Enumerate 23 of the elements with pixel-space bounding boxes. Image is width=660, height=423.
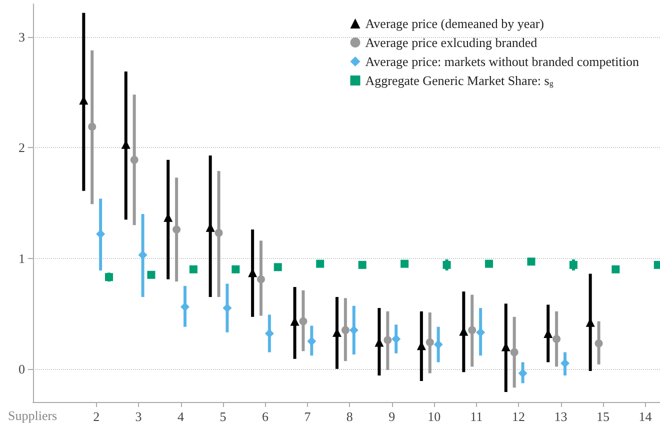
x-tick-label: 2 (93, 409, 100, 423)
x-tick-label: 14 (638, 409, 652, 423)
y-tick-label: 1 (18, 250, 25, 266)
x-tick-label: 7 (304, 409, 312, 423)
y-tick-label: 3 (18, 30, 25, 45)
x-tick-label: 6 (262, 409, 269, 423)
legend-label: Average price (demeaned by year) (365, 16, 544, 31)
y-tick-label: 0 (18, 361, 25, 376)
x-tick-label: 13 (554, 409, 568, 423)
x-tick-label: 9 (388, 409, 396, 423)
x-tick-label: 10 (428, 409, 441, 423)
y-tick-label: 2 (18, 140, 25, 156)
x-tick-label: 12 (512, 409, 526, 423)
x-tick-label: 8 (346, 409, 353, 423)
x-tick-label: 15 (596, 409, 610, 423)
legend-label: Average price: markets without branded competition (365, 54, 640, 69)
legend-label: Aggregate Generic Market Share: sg (365, 73, 554, 88)
x-tick-label: 11 (470, 409, 483, 423)
x-tick-label: 3 (135, 409, 142, 423)
x-tick-label: 5 (220, 409, 226, 423)
x-tick-label: 4 (178, 409, 185, 423)
legend-label: Average price exlcuding branded (365, 35, 538, 50)
x-axis-title: Suppliers (8, 408, 58, 423)
